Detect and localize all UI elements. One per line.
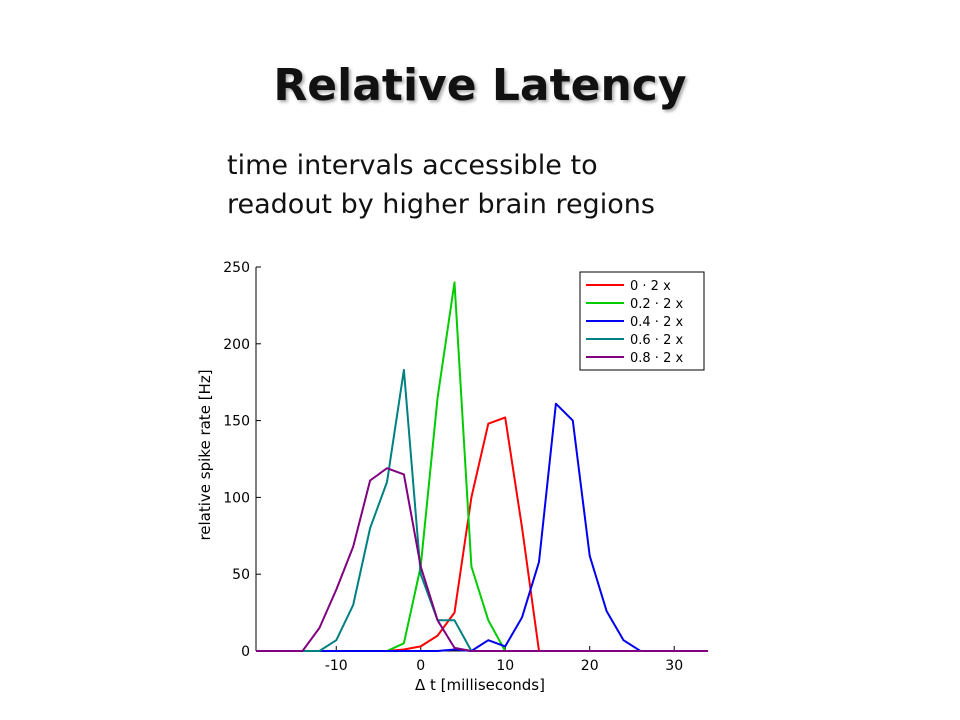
x-axis-label: Δ t [milliseconds] <box>415 676 545 694</box>
slide-title: Relative Latency <box>273 60 687 111</box>
x-tick-label: 0 <box>416 658 425 674</box>
y-tick-label: 200 <box>223 337 250 353</box>
chart-legend: 0 · 2 x 0.2 · 2 x 0.4 · 2 x 0.6 · 2 x 0.8 · … <box>579 271 705 371</box>
x-tick-label: 30 <box>665 658 683 674</box>
y-axis-label: relative spike rate [Hz] <box>196 369 214 540</box>
x-tick-label: 10 <box>496 658 514 674</box>
series-line-3 <box>256 402 708 652</box>
legend-label-5: 0.8 · 2 x <box>630 351 683 366</box>
subtitle-line-2: readout by higher brain regions <box>227 189 655 221</box>
legend-label-2: 0.2 · 2 x <box>630 297 683 312</box>
chart-series-lines <box>256 281 708 652</box>
series-line-4 <box>256 368 708 652</box>
legend-label-1: 0 · 2 x <box>630 279 671 294</box>
subtitle-line-1: time intervals accessible to <box>227 150 598 181</box>
series-line-2 <box>256 281 708 652</box>
legend-label-3: 0.4 · 2 x <box>630 315 683 330</box>
series-line-1 <box>256 416 708 652</box>
series-line-5 <box>256 467 708 652</box>
y-tick-label: 0 <box>241 644 250 660</box>
y-tick-label: 50 <box>232 567 250 583</box>
y-tick-label: 100 <box>223 490 250 506</box>
x-tick-label: 20 <box>581 658 599 674</box>
legend-label-4: 0.6 · 2 x <box>630 333 683 348</box>
y-tick-label: 250 <box>223 260 250 276</box>
slide-subtitle: time intervals accessible to readout by … <box>227 146 927 224</box>
x-tick-label: -10 <box>325 658 348 674</box>
y-tick-label: 150 <box>223 414 250 430</box>
